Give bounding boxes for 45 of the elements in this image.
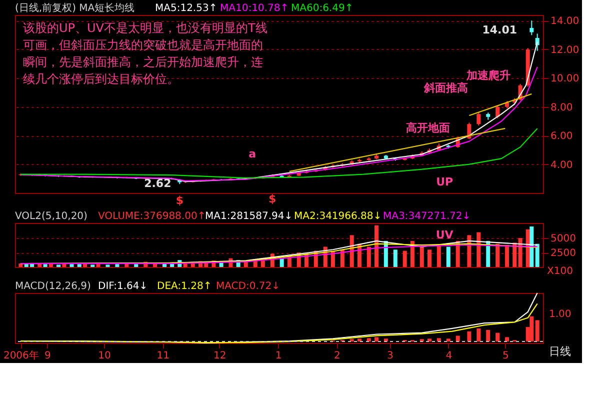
y-tick-label: 5000 xyxy=(550,234,576,245)
y-tick-label: 6.00 xyxy=(550,131,573,142)
x-tick-label: 12 xyxy=(214,350,226,362)
x-tick-label: 5 xyxy=(502,350,509,362)
x-tick-label: 10 xyxy=(98,350,111,362)
chart-title: VOL2(5,10,20) xyxy=(15,211,88,222)
text: MA60:6.49↑ xyxy=(291,3,354,14)
text: MACD:0.72↓ xyxy=(216,281,280,292)
text: DIF:1.64↓ xyxy=(98,281,148,292)
x-tick-label: 3 xyxy=(387,350,394,362)
y-tick-label: 8.00 xyxy=(550,102,573,114)
annotation: 14.01 xyxy=(482,24,518,37)
text: MA5:12.53↑ xyxy=(155,3,218,14)
chart-title: MACD(12,26,9) xyxy=(15,281,92,292)
annotation: 高开地面 xyxy=(406,121,450,134)
annotation: UV xyxy=(436,228,454,242)
text: MA2:341966.88↓ xyxy=(294,211,382,222)
x-tick-label: 4 xyxy=(446,350,452,362)
text: DEA:1.28↑ xyxy=(157,281,212,292)
annotation: 2.62 xyxy=(144,177,172,190)
annotation: $ xyxy=(176,194,184,208)
annotation: 加速爬升 xyxy=(465,68,510,82)
y-tick-label: 4.00 xyxy=(550,160,573,171)
text: 日线 xyxy=(549,345,571,358)
y-tick-label: 12.00 xyxy=(550,44,580,56)
x-tick-label: 11 xyxy=(156,350,170,362)
annotation: a xyxy=(248,147,256,160)
text: 1.00 xyxy=(549,309,572,320)
y-tick-label: 10.00 xyxy=(550,74,580,85)
text: X100 xyxy=(547,266,573,277)
text: VOLUME:376988.00↑ xyxy=(98,211,206,222)
x-tick-label: 9 xyxy=(44,350,51,362)
annotation: UP xyxy=(436,176,454,188)
text: MA1:281587.94↓ xyxy=(205,211,293,222)
x-tick-label: 1 xyxy=(275,350,282,362)
annotation: 斜面推高 xyxy=(423,82,468,95)
x-tick-label: 2006年 xyxy=(3,350,39,362)
x-tick-label: 2 xyxy=(334,350,340,362)
text: MA10:10.78↑ xyxy=(220,3,289,14)
y-tick-label: 2500 xyxy=(550,248,576,260)
text: MA3:347271.72↓ xyxy=(383,211,471,222)
annotation: $ xyxy=(268,192,276,206)
chart-title: (日线,前复权) MA短长均线 xyxy=(15,2,135,14)
annotation: 该股的UP、UV不是太明显，也没有明显的T线可画，但斜面压力线的突破也就是高开地面的瞬间，先是斜面推高，之后开始加速爬升，连续几个涨停后到达目标价位。 xyxy=(23,21,268,86)
y-tick-label: 14.00 xyxy=(550,16,580,28)
